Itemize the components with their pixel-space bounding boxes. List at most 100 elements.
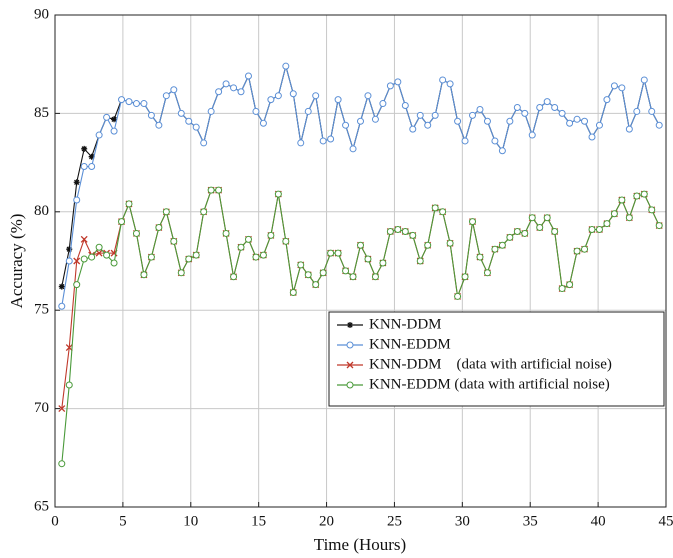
marker <box>73 281 81 289</box>
marker <box>140 271 148 279</box>
marker <box>469 218 477 226</box>
marker <box>573 247 581 255</box>
marker <box>371 115 379 123</box>
y-tick-label: 75 <box>34 302 49 318</box>
marker <box>346 341 354 349</box>
marker <box>401 227 409 235</box>
marker <box>476 105 484 113</box>
marker <box>110 259 118 267</box>
marker <box>409 125 417 133</box>
marker <box>274 92 282 100</box>
marker-shape <box>88 153 95 160</box>
marker <box>185 117 193 125</box>
marker <box>513 103 521 111</box>
marker <box>558 109 566 117</box>
marker <box>618 196 626 204</box>
marker <box>170 237 178 245</box>
marker <box>274 190 282 198</box>
marker <box>551 227 559 235</box>
marker <box>125 98 133 106</box>
marker <box>252 107 260 115</box>
marker <box>595 226 603 234</box>
marker <box>371 273 379 281</box>
marker <box>347 322 353 328</box>
marker-shape <box>80 235 88 243</box>
marker <box>349 273 357 281</box>
marker <box>498 241 506 249</box>
legend-label: KNN-EDDM <box>369 336 451 352</box>
marker <box>304 107 312 115</box>
marker <box>595 121 603 129</box>
marker <box>95 131 103 139</box>
marker <box>259 119 267 127</box>
x-tick-label: 15 <box>251 513 266 529</box>
y-tick-label: 65 <box>34 498 49 514</box>
marker-shape <box>66 246 73 253</box>
marker <box>155 121 163 129</box>
marker <box>244 235 252 243</box>
marker <box>88 253 96 261</box>
marker <box>73 196 81 204</box>
marker <box>80 235 88 243</box>
x-tick-label: 30 <box>455 513 470 529</box>
marker <box>431 111 439 119</box>
marker <box>252 253 260 261</box>
marker <box>155 224 163 232</box>
x-tick-label: 20 <box>319 513 334 529</box>
marker <box>461 137 469 145</box>
marker <box>222 80 230 88</box>
marker <box>543 214 551 222</box>
marker-shape <box>347 322 353 328</box>
marker <box>603 96 611 104</box>
marker <box>170 86 178 94</box>
marker <box>88 153 95 160</box>
marker <box>289 90 297 98</box>
marker <box>528 131 536 139</box>
marker <box>215 88 223 96</box>
marker <box>633 192 641 200</box>
marker <box>319 269 327 277</box>
marker <box>640 76 648 84</box>
marker <box>222 229 230 237</box>
marker <box>66 246 73 253</box>
marker <box>379 259 387 267</box>
y-axis-label: Accuracy (%) <box>7 214 26 309</box>
marker <box>416 257 424 265</box>
marker <box>439 76 447 84</box>
y-tick-label: 90 <box>34 6 49 22</box>
marker <box>230 84 238 92</box>
marker <box>581 117 589 125</box>
marker <box>118 96 126 104</box>
marker <box>476 253 484 261</box>
marker <box>536 224 544 232</box>
marker <box>111 116 118 123</box>
marker <box>207 107 215 115</box>
marker <box>401 102 409 110</box>
marker <box>424 241 432 249</box>
marker <box>319 137 327 145</box>
marker <box>610 210 618 218</box>
marker <box>469 111 477 119</box>
marker <box>581 245 589 253</box>
marker <box>386 227 394 235</box>
y-tick-label: 70 <box>34 400 49 416</box>
marker <box>297 139 305 147</box>
marker <box>342 267 350 275</box>
marker <box>394 226 402 234</box>
marker <box>192 251 200 259</box>
marker <box>207 186 215 194</box>
marker <box>364 92 372 100</box>
marker <box>312 92 320 100</box>
marker <box>461 273 469 281</box>
marker <box>506 233 514 241</box>
marker <box>95 243 103 251</box>
marker <box>282 237 290 245</box>
marker <box>446 239 454 247</box>
marker <box>327 135 335 143</box>
marker <box>364 255 372 263</box>
marker <box>185 255 193 263</box>
marker <box>346 361 354 369</box>
marker-shape <box>73 179 80 186</box>
marker <box>633 107 641 115</box>
marker <box>267 96 275 104</box>
